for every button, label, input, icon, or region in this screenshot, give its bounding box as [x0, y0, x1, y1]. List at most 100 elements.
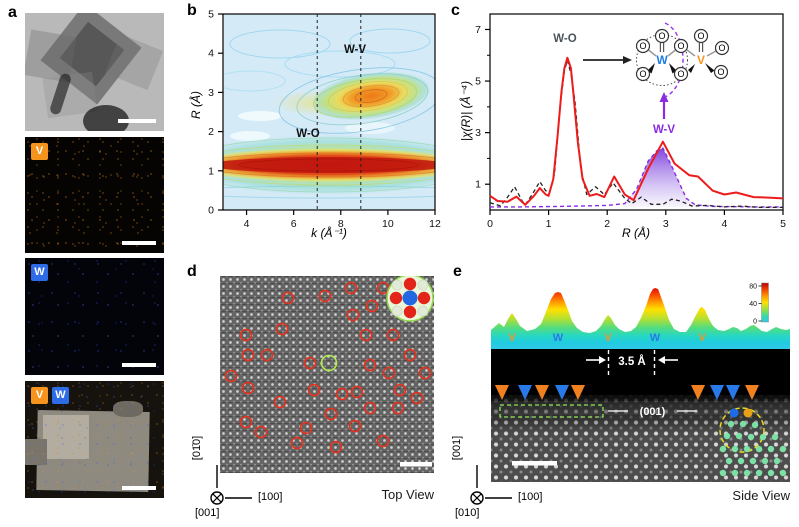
v-atom-dot — [743, 408, 753, 418]
inset-oxygen-atoms — [389, 277, 431, 319]
svg-text:O: O — [639, 69, 646, 79]
contour-wisp — [349, 28, 431, 54]
out-of-plane-icon — [470, 491, 484, 505]
wv-blob — [311, 71, 431, 121]
profile-waveform — [491, 288, 790, 349]
colorbar — [761, 282, 769, 323]
substituted-site-circle — [403, 348, 417, 362]
exafs-curves — [489, 56, 784, 209]
lattice-atom-dot — [725, 457, 733, 465]
lattice-atom-dot — [743, 445, 751, 453]
x-tick-label: 2 — [604, 218, 610, 230]
substituted-site-circle — [376, 281, 390, 295]
contour-light — [345, 122, 395, 134]
intensity-profile: V W V W V 80 40 0 — [491, 277, 790, 349]
profile-atom-label: V — [698, 332, 706, 344]
profile-atom-label: W — [650, 332, 661, 344]
wv-dashed-arc — [664, 22, 684, 98]
scale-bar — [122, 241, 156, 245]
reference-site-circle — [320, 354, 338, 372]
top-view-label: Top View — [381, 487, 434, 502]
substituted-site-circle — [391, 401, 405, 415]
lattice-atom-dot — [727, 420, 735, 428]
contour-wisp — [284, 50, 396, 78]
svg-text:O: O — [677, 69, 684, 79]
y-tick-label: 5 — [475, 76, 481, 88]
y-tick-label: 1 — [475, 179, 481, 191]
overlay-map: V W — [25, 381, 164, 498]
substituted-site-circle — [241, 348, 255, 362]
side-view-label: Side View — [732, 488, 790, 503]
lattice-atom-dot — [731, 445, 739, 453]
lattice-atom-dot — [731, 469, 739, 477]
x-tick-label: 1 — [546, 218, 552, 230]
x-tick-label: 3 — [663, 218, 669, 230]
contour-art — [223, 28, 435, 199]
x-tick-label: 5 — [780, 218, 786, 230]
e-axis-outofplane-label: [010] — [455, 507, 480, 519]
wo-annotation: W-O — [296, 128, 319, 140]
structure-inset — [386, 276, 434, 322]
substituted-site-circle — [318, 289, 332, 303]
svg-text:O: O — [717, 67, 724, 77]
v-map-tag: V — [31, 143, 48, 160]
y-tick-label: 2 — [208, 126, 214, 138]
oxygen-atoms: O O O O O O O O — [635, 28, 730, 82]
experiment-curve — [489, 56, 784, 206]
orange-dopant-triangle — [691, 385, 705, 400]
lattice-atom-dot — [735, 432, 743, 440]
lattice-atom-dot — [719, 469, 727, 477]
colorbar-tick-label: 40 — [749, 301, 757, 308]
lattice-atom-dot — [723, 432, 731, 440]
plot-border — [222, 13, 436, 211]
blue-dopant-triangle — [726, 385, 740, 400]
lattice-atom-dot — [761, 457, 769, 465]
svg-text:O: O — [718, 43, 725, 53]
wedge-bonds — [647, 63, 715, 74]
y-tick-label: 1 — [208, 165, 214, 177]
band-contours — [223, 137, 435, 193]
d-axis-glyph — [210, 465, 252, 505]
inset-metal-atom — [402, 290, 418, 306]
dopant-markers — [224, 281, 432, 454]
overlay-v-tag: V — [31, 387, 48, 404]
single-bonds — [648, 49, 717, 57]
substituted-site-circle — [382, 366, 396, 380]
x-tick-label: 0 — [487, 218, 493, 230]
orange-dopant-triangle — [535, 385, 549, 400]
v-atom-label: V — [697, 53, 705, 67]
orange-dopant-triangle — [745, 385, 759, 400]
substituted-site-circle — [307, 383, 321, 397]
lattice-atom-dot — [743, 469, 751, 477]
contour-wisp — [229, 29, 331, 59]
e-axis-horizontal-label: [100] — [518, 491, 543, 503]
y-tick-label: 0 — [208, 205, 214, 217]
lattice-atom-dot — [755, 445, 763, 453]
y-tick-label: 4 — [208, 48, 214, 60]
substituted-site-circle — [348, 419, 362, 433]
lattice-atom-dots — [719, 420, 787, 477]
wo-arrowhead — [623, 56, 632, 64]
y-tick-label: 3 — [208, 87, 214, 99]
inset-pale-atoms — [391, 279, 429, 317]
scale-bar — [512, 461, 557, 466]
lattice-atom-dot — [767, 445, 775, 453]
lattice-atom-dot — [719, 445, 727, 453]
w-map: W — [25, 258, 164, 375]
surface-row-box — [499, 404, 604, 418]
d-axis-outofplane-label: [001] — [195, 507, 220, 519]
svg-text:O: O — [639, 41, 646, 51]
substituted-site-circle — [410, 391, 424, 405]
blue-dopant-triangle — [710, 385, 724, 400]
e-axis-glyph — [470, 465, 512, 505]
out-of-plane-cross — [212, 493, 222, 503]
arrow-right-head — [599, 356, 606, 364]
y-tick-label: 3 — [475, 127, 481, 139]
scale-bar — [118, 119, 156, 123]
substituted-site-circle — [418, 366, 432, 380]
lattice-atom-dot — [747, 433, 755, 441]
substituted-site-circle — [344, 281, 358, 295]
substituted-site-circle — [273, 395, 287, 409]
c-x-axis-label: R (Å) — [622, 226, 650, 240]
